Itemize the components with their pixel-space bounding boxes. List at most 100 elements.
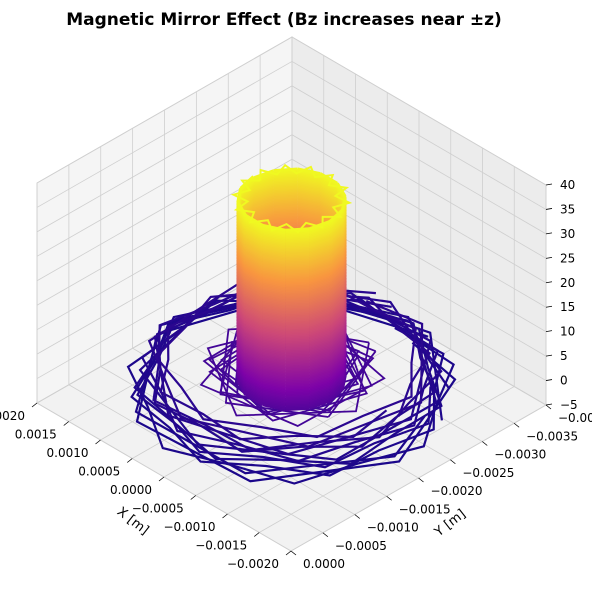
y-tick-label: −0.0030 [494, 448, 546, 462]
helix-segment [285, 305, 310, 311]
x-tick-label: −0.0015 [195, 539, 247, 553]
z-tick-mark [545, 305, 553, 308]
axes-ticks: 0.0020 0.0015 0.0010 0.0005 0.0000 −0.0005 −0.… [0, 178, 592, 571]
helix-segment [285, 256, 310, 261]
helix-segment [285, 265, 310, 270]
trajectory-loop [147, 281, 424, 448]
grid-line-y-floor [68, 384, 324, 534]
helix-segment [285, 406, 310, 412]
y-tick-mark [290, 550, 297, 556]
x-tick-label: −0.0005 [132, 502, 184, 516]
y-tick-label: 0.0000 [303, 557, 345, 571]
z-tick-label: 30 [560, 227, 575, 241]
y-tick-label: −0.0020 [431, 484, 483, 498]
helix-segment [285, 337, 310, 342]
x-tick-label: −0.0020 [227, 557, 279, 571]
x-tick-label: 0.0000 [110, 483, 152, 497]
chart-title: Magnetic Mirror Effect (Bz increases nea… [66, 10, 502, 30]
y-tick-label: −0.0005 [335, 539, 387, 553]
z-tick-label: 15 [560, 300, 575, 314]
helix-segment [236, 201, 247, 217]
helix-segment [285, 243, 310, 249]
helix-segment [285, 234, 310, 240]
y-tick-mark [513, 422, 520, 428]
x-tick-mark [285, 550, 292, 556]
y-tick-mark [386, 495, 392, 501]
trajectory-loop [138, 287, 438, 461]
helix-segment [285, 227, 310, 232]
helix-segment [273, 220, 298, 225]
helix-segment [285, 296, 310, 301]
grid-line-z-right [291, 85, 547, 235]
z-tick-mark [545, 232, 553, 235]
z-tick-label: 5 [560, 349, 568, 363]
z-tick-label: −5 [560, 398, 578, 412]
helix-segment [285, 316, 310, 321]
x-tick-mark [222, 513, 228, 519]
grid-line-y-floor [132, 347, 387, 497]
helix-segment [308, 309, 331, 320]
x-tick-mark [95, 439, 101, 445]
helix-segment [285, 346, 310, 351]
helix-segment [285, 357, 310, 362]
helix-segment [308, 220, 331, 231]
z-tick-mark [545, 330, 553, 333]
z-tick-label: 20 [560, 276, 575, 290]
helix-column [230, 163, 353, 412]
y-tick-mark [450, 459, 456, 465]
helix-segment [285, 325, 310, 330]
helix-top-rim [230, 163, 353, 234]
helix-segment [273, 167, 298, 173]
helix-segment [273, 206, 298, 212]
x-tick-mark [63, 421, 69, 426]
x-tick-mark [31, 402, 38, 408]
y-tick-label: −0.0040 [558, 411, 592, 425]
helix-segment [285, 397, 310, 402]
helix-segment [340, 196, 347, 211]
helix-segment [285, 378, 310, 383]
x-tick-label: 0.0015 [15, 428, 57, 442]
x-tick-label: 0.0010 [47, 446, 89, 460]
z-tick-mark [545, 403, 553, 406]
grid-line-z-right [291, 36, 547, 186]
grid-line-z-right [291, 61, 547, 210]
y-tick-label: −0.0010 [367, 521, 419, 535]
helix-segment [236, 188, 243, 203]
grid-line-z-right [291, 134, 547, 284]
z-tick-label: 0 [560, 374, 568, 388]
grid-line-z-left [36, 85, 293, 233]
helix-segment [308, 349, 331, 360]
helix-segment [244, 214, 264, 227]
x-tick-label: 0.0005 [78, 465, 120, 479]
helix-segment [336, 182, 347, 198]
z-tick-mark [545, 208, 553, 210]
helix-segment [285, 284, 310, 289]
y-tick-label: −0.0035 [526, 429, 578, 443]
helix-segment [285, 275, 310, 280]
x-tick-mark [254, 532, 260, 537]
y-tick-mark [322, 532, 329, 538]
grid-line-z-left [36, 61, 293, 208]
helix-segment [285, 387, 310, 392]
z-tick-mark [545, 354, 553, 357]
z-tick-label: 35 [560, 202, 575, 216]
y-tick-mark [545, 404, 552, 410]
x-tick-label: 0.0020 [0, 409, 25, 423]
helix-segment [239, 175, 255, 190]
x-tick-mark [158, 476, 165, 482]
z-tick-label: 25 [560, 251, 575, 265]
z-tick-mark [545, 281, 553, 284]
z-tick-mark [545, 379, 553, 381]
y-tick-mark [418, 477, 424, 483]
y-tick-label: −0.0025 [462, 466, 514, 480]
x-tick-label: −0.0010 [163, 520, 215, 534]
grid-line-z-left [36, 109, 293, 257]
x-tick-mark [190, 495, 196, 500]
trajectory-loop [140, 291, 440, 463]
helix-segment [297, 167, 321, 176]
y-tick-label: −0.0015 [399, 502, 451, 516]
grid-line-z-left [36, 134, 293, 282]
x-tick-mark [127, 458, 133, 463]
helix-segment [328, 208, 344, 223]
